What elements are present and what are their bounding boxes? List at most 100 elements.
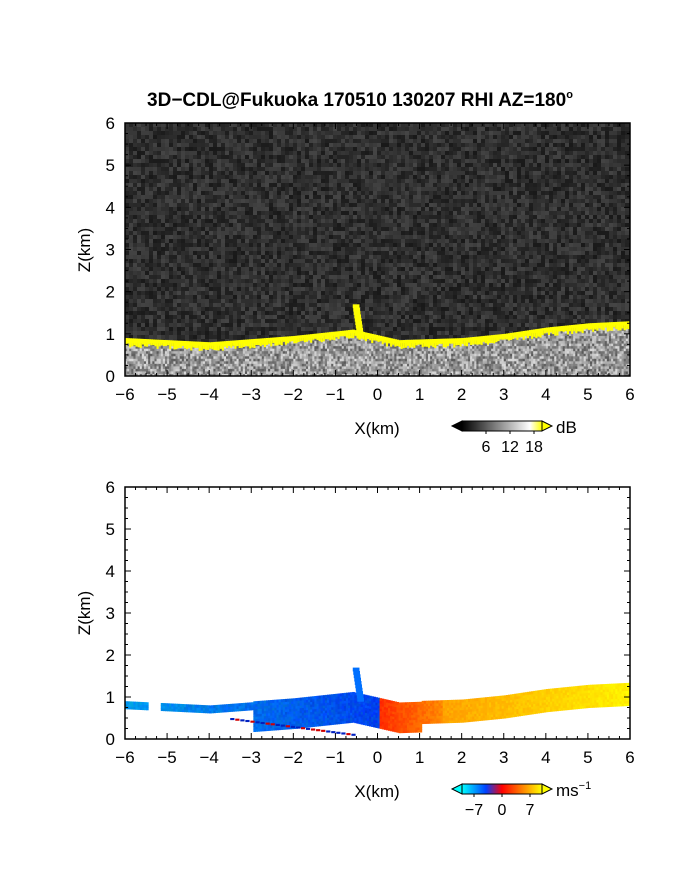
noise-cell: [129, 263, 133, 267]
noise-cell: [225, 203, 229, 207]
noise-cell: [301, 191, 305, 195]
noise-cell: [257, 219, 261, 223]
noise-cell: [393, 243, 397, 247]
noise-cell: [225, 251, 229, 255]
noise-cell: [461, 211, 465, 215]
noise-cell: [425, 215, 429, 219]
noise-cell: [153, 147, 157, 151]
noise-cell: [401, 187, 405, 191]
noise-cell: [489, 247, 493, 251]
noise-cell: [485, 207, 489, 211]
noise-cell: [253, 235, 257, 239]
noise-cell: [273, 187, 277, 191]
noise-cell: [477, 275, 481, 279]
noise-cell: [197, 267, 201, 271]
noise-cell: [333, 207, 337, 211]
noise-cell: [625, 183, 629, 187]
noise-cell: [245, 179, 249, 183]
noise-cell: [585, 151, 589, 155]
noise-cell: [325, 231, 329, 235]
noise-cell: [525, 247, 529, 251]
noise-cell: [365, 195, 369, 199]
noise-cell: [229, 127, 233, 131]
noise-cell: [489, 135, 493, 139]
noise-cell: [341, 247, 345, 251]
noise-cell: [217, 259, 221, 263]
noise-cell: [185, 267, 189, 271]
noise-cell: [569, 183, 573, 187]
noise-cell: [321, 247, 325, 251]
noise-cell: [281, 243, 285, 247]
noise-cell: [257, 243, 261, 247]
noise-cell: [485, 263, 489, 267]
noise-cell: [233, 215, 237, 219]
noise-cell: [317, 155, 321, 159]
noise-cell: [157, 199, 161, 203]
noise-cell: [453, 227, 457, 231]
noise-cell: [229, 263, 233, 267]
noise-cell: [625, 251, 629, 255]
noise-cell: [441, 227, 445, 231]
noise-cell: [593, 175, 597, 179]
noise-cell: [569, 187, 573, 191]
noise-cell: [581, 155, 585, 159]
noise-cell: [197, 255, 201, 259]
noise-cell: [405, 215, 409, 219]
noise-cell: [473, 243, 477, 247]
noise-cell: [449, 219, 453, 223]
noise-cell: [357, 131, 361, 135]
noise-cell: [157, 159, 161, 163]
noise-cell: [521, 255, 525, 259]
noise-cell: [173, 267, 177, 271]
noise-cell: [517, 187, 521, 191]
noise-cell: [141, 219, 145, 223]
noise-cell: [489, 131, 493, 135]
noise-cell: [345, 195, 349, 199]
noise-cell: [457, 275, 461, 279]
noise-cell: [561, 259, 565, 263]
noise-cell: [213, 255, 217, 259]
noise-cell: [505, 243, 509, 247]
noise-cell: [133, 227, 137, 231]
noise-cell: [417, 223, 421, 227]
noise-cell: [521, 171, 525, 175]
noise-cell: [545, 151, 549, 155]
noise-cell: [269, 163, 273, 167]
noise-cell: [421, 243, 425, 247]
noise-cell: [473, 123, 477, 127]
noise-cell: [461, 199, 465, 203]
noise-cell: [133, 207, 137, 211]
noise-cell: [437, 211, 441, 215]
noise-cell: [393, 259, 397, 263]
noise-cell: [553, 239, 557, 243]
noise-cell: [517, 131, 521, 135]
noise-cell: [241, 199, 245, 203]
noise-cell: [269, 147, 273, 151]
noise-cell: [353, 183, 357, 187]
noise-cell: [189, 203, 193, 207]
noise-cell: [589, 127, 593, 131]
noise-cell: [445, 227, 449, 231]
noise-cell: [133, 147, 137, 151]
noise-cell: [305, 155, 309, 159]
noise-cell: [357, 155, 361, 159]
noise-cell: [477, 155, 481, 159]
noise-cell: [593, 203, 597, 207]
noise-cell: [493, 199, 497, 203]
noise-cell: [405, 219, 409, 223]
noise-cell: [281, 191, 285, 195]
noise-cell: [297, 191, 301, 195]
noise-cell: [397, 143, 401, 147]
noise-cell: [481, 259, 485, 263]
noise-cell: [441, 231, 445, 235]
noise-cell: [209, 143, 213, 147]
noise-cell: [273, 147, 277, 151]
noise-cell: [409, 203, 413, 207]
noise-cell: [217, 211, 221, 215]
noise-cell: [177, 167, 181, 171]
noise-cell: [473, 251, 477, 255]
noise-cell: [429, 267, 433, 271]
noise-cell: [477, 235, 481, 239]
noise-cell: [229, 251, 233, 255]
noise-cell: [425, 231, 429, 235]
